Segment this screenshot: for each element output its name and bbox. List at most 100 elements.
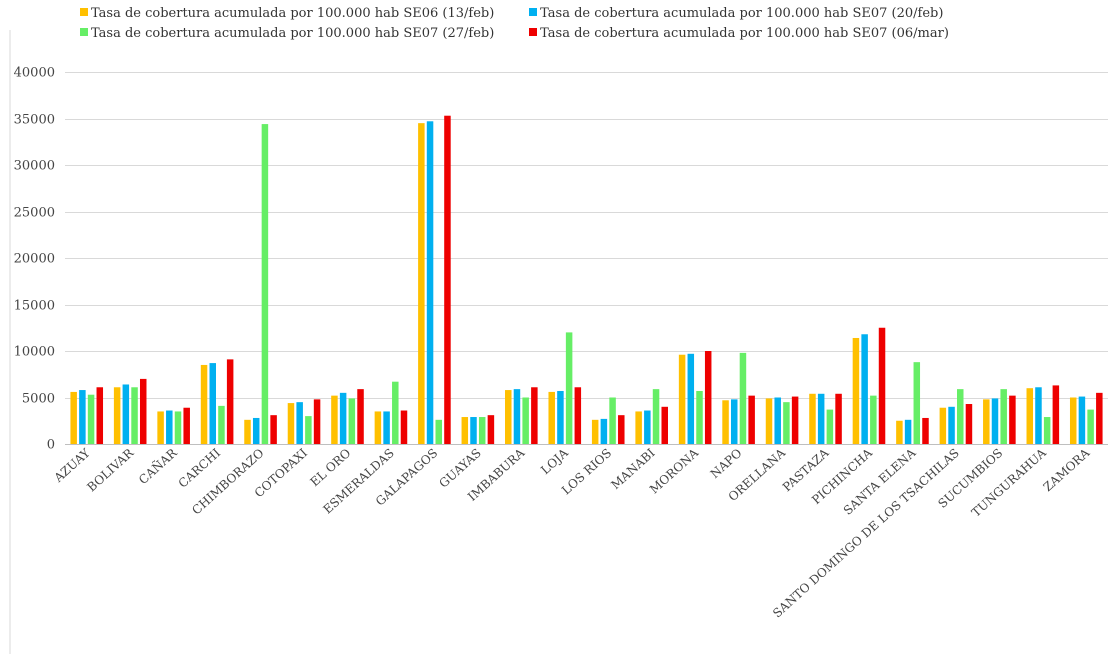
bar [418, 123, 425, 445]
bar [79, 390, 86, 444]
bar [1035, 387, 1042, 444]
bar [331, 395, 338, 444]
bar [696, 390, 703, 444]
y-tick-label: 30000 [14, 159, 55, 174]
x-tick-label: BOLIVAR [84, 445, 137, 494]
bar [826, 409, 834, 444]
y-tick-label: 0 [47, 438, 55, 453]
bar [548, 391, 555, 444]
bar [113, 387, 121, 444]
bar [722, 400, 729, 444]
x-tick-label: AZUAY [51, 445, 94, 485]
bar [618, 415, 625, 444]
bar [809, 393, 816, 444]
bar [209, 363, 216, 444]
legend-swatch [80, 28, 88, 36]
bar [635, 411, 642, 444]
bar [600, 418, 608, 444]
y-tick-label: 35000 [14, 113, 55, 128]
bar [87, 394, 95, 444]
x-tick-label: CAÑAR [135, 444, 180, 487]
bar [652, 389, 660, 444]
legend-item-se07-27feb: Tasa de cobertura acumulada por 100.000 … [80, 26, 525, 41]
x-tick-label: ZAMORA [1041, 446, 1093, 495]
bar [965, 404, 973, 444]
bar [426, 121, 434, 444]
bar [957, 389, 964, 444]
legend-swatch [529, 8, 538, 16]
y-tick-label: 10000 [14, 345, 55, 360]
legend-label: Tasa de cobertura acumulada por 100.000 … [540, 6, 944, 21]
bar [644, 410, 651, 444]
bar [661, 406, 668, 444]
legend-row: Tasa de cobertura acumulada por 100.000 … [80, 6, 1080, 26]
bar [261, 124, 269, 444]
bar [70, 391, 77, 444]
bar [444, 115, 451, 445]
bar [731, 399, 738, 444]
bar [305, 416, 312, 444]
bar [183, 407, 190, 444]
bar [1096, 392, 1103, 444]
legend-swatch [529, 28, 538, 36]
bar [513, 389, 521, 444]
bar [748, 395, 755, 444]
bar [878, 327, 886, 444]
bar [791, 396, 799, 444]
bar [765, 398, 773, 444]
legend-item-se06-13feb: Tasa de cobertura acumulada por 100.000 … [80, 6, 525, 21]
bar [913, 362, 921, 444]
bar [609, 397, 616, 444]
x-tick-label: MORONA [647, 446, 701, 497]
bar [704, 351, 712, 444]
bar [774, 397, 781, 444]
bar [678, 354, 686, 444]
bar [166, 410, 173, 444]
bar [400, 410, 408, 444]
bar [435, 419, 442, 444]
bar [1069, 397, 1077, 444]
legend: Tasa de cobertura acumulada por 100.000 … [80, 6, 1080, 46]
bar [200, 364, 208, 444]
bars [70, 115, 1103, 445]
bar [218, 405, 225, 444]
bar [131, 387, 138, 444]
y-tick-label: 15000 [14, 299, 55, 314]
bar [948, 406, 955, 444]
bar [1052, 385, 1060, 444]
x-tick-label: TUNGURAHUA [969, 446, 1049, 520]
bar [983, 399, 990, 444]
legend-item-se07-06mar: Tasa de cobertura acumulada por 100.000 … [529, 26, 974, 41]
bar [270, 415, 277, 444]
bar [1009, 395, 1016, 444]
bar [339, 392, 347, 444]
legend-item-se07-20feb: Tasa de cobertura acumulada por 100.000 … [529, 6, 974, 21]
bar [531, 387, 538, 444]
bar [505, 390, 512, 444]
bar [374, 411, 382, 444]
bar [991, 398, 999, 444]
bar [244, 419, 251, 444]
bar [478, 417, 486, 444]
bar [252, 417, 260, 444]
bar [96, 387, 104, 444]
bar [470, 417, 477, 444]
bar [1087, 409, 1094, 444]
bar [461, 417, 469, 444]
y-tick-label: 5000 [22, 392, 55, 407]
bar [348, 398, 356, 444]
bar [287, 403, 295, 444]
bar [313, 399, 321, 444]
bar [557, 390, 564, 444]
bar [296, 402, 303, 444]
bar [565, 332, 573, 444]
legend-label: Tasa de cobertura acumulada por 100.000 … [91, 26, 495, 41]
bar [174, 411, 182, 444]
bar [383, 411, 390, 444]
bar [783, 402, 790, 444]
bar [122, 384, 130, 444]
axes: 0 5000 10000 15000 20000 25000 30000 35000 40000 [9, 30, 1108, 654]
gridlines [65, 72, 1108, 399]
